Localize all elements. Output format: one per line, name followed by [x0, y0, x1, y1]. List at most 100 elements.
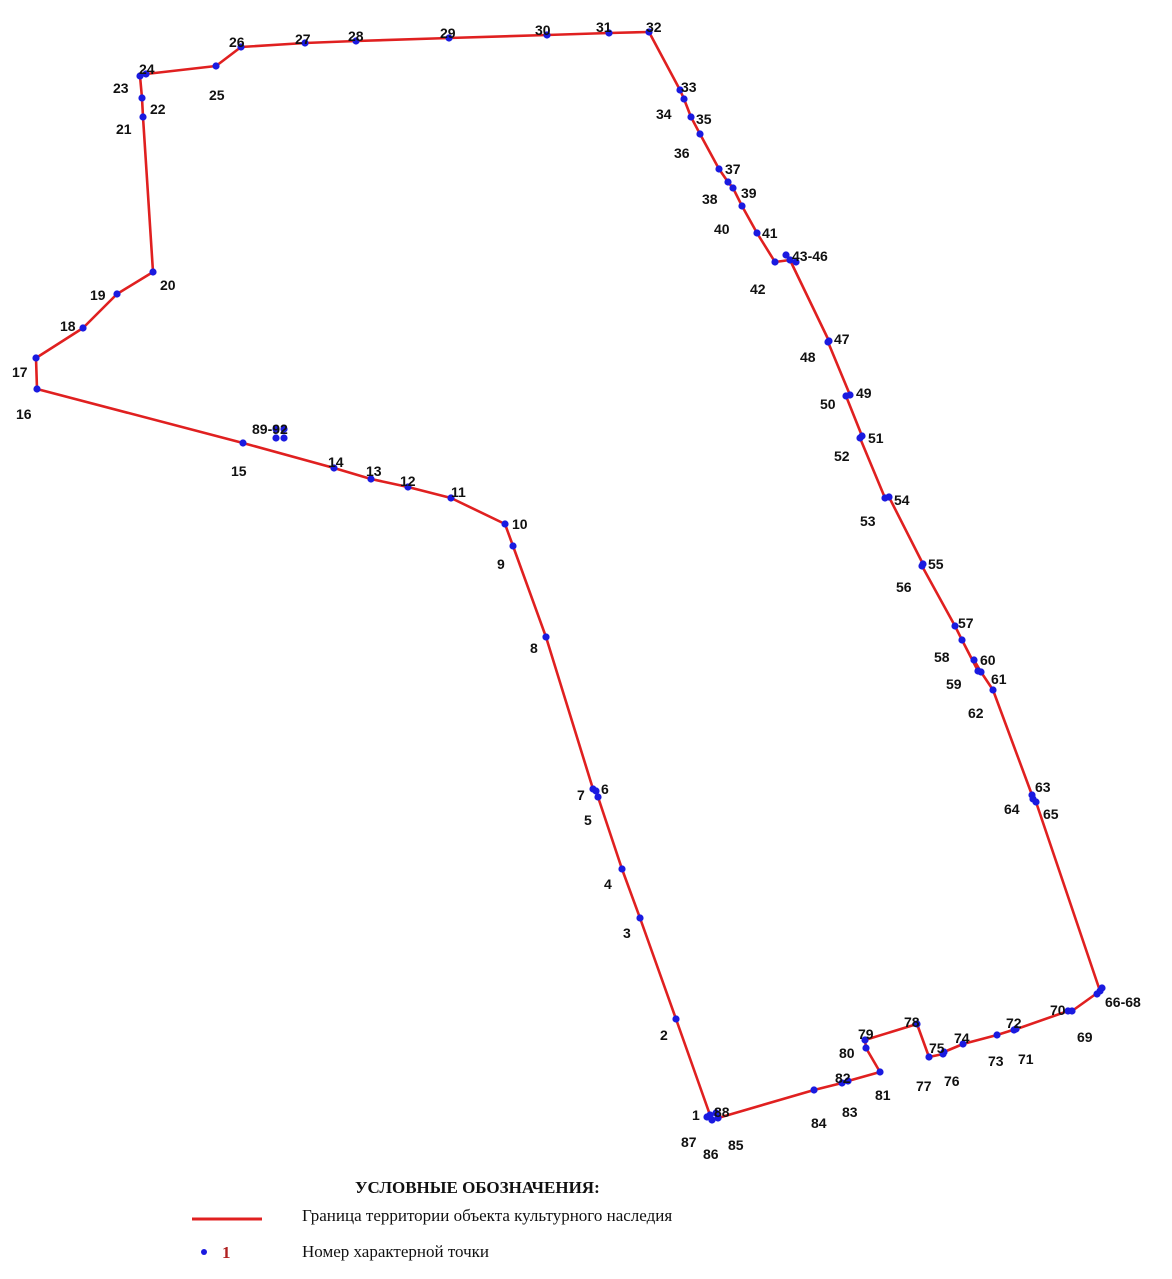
- point-label-56: 56: [896, 579, 912, 595]
- point-label-87: 87: [681, 1134, 697, 1150]
- point-label-72: 72: [1006, 1015, 1022, 1031]
- point-marker-33: [676, 86, 684, 94]
- point-label-32: 32: [646, 19, 662, 35]
- point-marker-89-92-2: [280, 425, 288, 433]
- point-label-61: 61: [991, 671, 1007, 687]
- point-marker-8: [542, 633, 550, 641]
- point-marker-74: [959, 1040, 967, 1048]
- point-label-11: 11: [451, 484, 466, 500]
- point-marker-77: [925, 1053, 933, 1061]
- point-label-12: 12: [400, 473, 416, 489]
- point-marker-42: [771, 258, 779, 266]
- point-label-22: 22: [150, 101, 166, 117]
- point-marker-56: [918, 562, 926, 570]
- point-label-50: 50: [820, 396, 836, 412]
- point-label-24: 24: [139, 61, 155, 77]
- point-marker-43-46-3: [792, 258, 800, 266]
- point-label-15: 15: [231, 463, 247, 479]
- point-label-28: 28: [348, 28, 364, 44]
- point-label-29: 29: [440, 25, 456, 41]
- point-marker-18: [79, 324, 87, 332]
- point-label-2: 2: [660, 1027, 668, 1043]
- point-label-37: 37: [725, 161, 741, 177]
- point-marker-16: [33, 385, 41, 393]
- point-marker-79: [861, 1036, 869, 1044]
- point-marker-66-68-2: [1093, 990, 1101, 998]
- point-label-6: 6: [601, 781, 609, 797]
- point-label-19: 19: [90, 287, 106, 303]
- point-label-70: 70: [1050, 1002, 1066, 1018]
- point-label-5: 5: [584, 812, 592, 828]
- point-label-10: 10: [512, 516, 528, 532]
- legend-row-boundary: Граница территории объекта культурного н…: [190, 1204, 990, 1228]
- point-marker-23: [136, 72, 144, 80]
- point-label-42: 42: [750, 281, 766, 297]
- point-label-4: 4: [604, 876, 612, 892]
- point-label-69: 69: [1077, 1029, 1093, 1045]
- point-marker-29: [445, 34, 453, 42]
- point-label-34: 34: [656, 106, 672, 122]
- point-label-14: 14: [328, 454, 344, 470]
- point-marker-80: [862, 1044, 870, 1052]
- point-label-59: 59: [946, 676, 962, 692]
- point-marker-17: [32, 354, 40, 362]
- point-label-63: 63: [1035, 779, 1051, 795]
- point-label-77: 77: [916, 1078, 932, 1094]
- point-marker-30: [543, 31, 551, 39]
- point-label-3: 3: [623, 925, 631, 941]
- point-marker-78: [913, 1020, 921, 1028]
- point-label-73: 73: [988, 1053, 1004, 1069]
- point-label-55: 55: [928, 556, 944, 572]
- point-label-1: 1: [692, 1107, 700, 1123]
- point-marker-89-92-3: [272, 434, 280, 442]
- point-label-57: 57: [958, 615, 974, 631]
- point-marker-57: [951, 622, 959, 630]
- legend-point-label: Номер характерной точки: [302, 1242, 489, 1261]
- point-label-9: 9: [497, 556, 505, 572]
- point-marker-72: [1012, 1025, 1020, 1033]
- point-label-7: 7: [577, 787, 585, 803]
- point-label-80: 80: [839, 1045, 855, 1061]
- point-marker-61: [977, 668, 985, 676]
- boundary-map: 1234567891011121314151617181920212223242…: [12, 19, 1141, 1160]
- point-marker-70: [1064, 1007, 1072, 1015]
- point-label-31: 31: [596, 19, 612, 35]
- point-label-25: 25: [209, 87, 225, 103]
- point-label-13: 13: [366, 463, 382, 479]
- point-label-33: 33: [681, 79, 697, 95]
- point-marker-65: [1032, 798, 1040, 806]
- point-markers: [32, 28, 1106, 1124]
- point-label-27: 27: [295, 31, 311, 47]
- legend-title: УСЛОВНЫЕ ОБОЗНАЧЕНИЯ:: [355, 1178, 600, 1197]
- point-marker-7: [589, 785, 597, 793]
- heritage-boundary-line: [34, 30, 1102, 1122]
- point-marker-20: [149, 268, 157, 276]
- point-marker-84: [810, 1086, 818, 1094]
- point-marker-89-92-1: [272, 425, 280, 433]
- point-label-79: 79: [858, 1026, 874, 1042]
- point-label-36: 36: [674, 145, 690, 161]
- point-marker-5: [594, 793, 602, 801]
- point-label-66-68: 66-68: [1105, 994, 1141, 1010]
- point-marker-50: [842, 392, 850, 400]
- point-marker-12: [404, 483, 412, 491]
- point-label-49: 49: [856, 385, 872, 401]
- point-marker-43-46: [786, 256, 794, 264]
- point-marker-2: [672, 1015, 680, 1023]
- point-marker-73: [993, 1031, 1001, 1039]
- point-label-64: 64: [1004, 801, 1020, 817]
- point-marker-66-68-3: [1098, 984, 1106, 992]
- point-label-48: 48: [800, 349, 816, 365]
- point-marker-22: [138, 94, 146, 102]
- boundary-line-symbol: [192, 1217, 262, 1221]
- point-marker-37: [715, 165, 723, 173]
- point-label-54: 54: [894, 492, 910, 508]
- point-label-75: 75: [929, 1040, 945, 1056]
- point-marker-21: [139, 113, 147, 121]
- point-marker-60: [970, 656, 978, 664]
- point-label-21: 21: [116, 121, 132, 137]
- point-label-83: 83: [842, 1104, 858, 1120]
- point-labels: 1234567891011121314151617181920212223242…: [12, 19, 1141, 1160]
- point-marker-19: [113, 290, 121, 298]
- point-marker-15: [239, 439, 247, 447]
